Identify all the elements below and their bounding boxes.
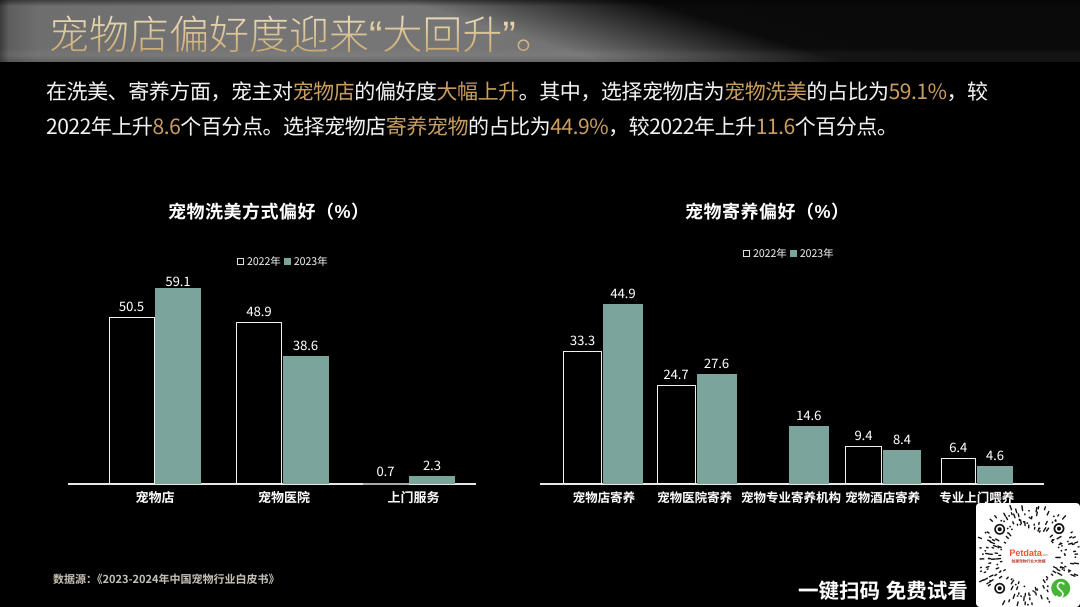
svg-text:Petdata.cn: Petdata.cn	[1009, 548, 1048, 558]
svg-text:创建宠物行业大数据: 创建宠物行业大数据	[1011, 559, 1045, 565]
